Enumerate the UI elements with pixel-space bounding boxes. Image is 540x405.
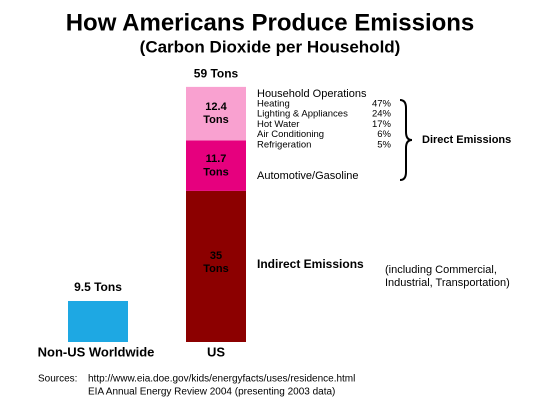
bar-segment (186, 86, 246, 141)
total-label: 59 Tons (194, 66, 239, 80)
breakdown-item: Air Conditioning (257, 129, 324, 140)
note: Industrial, Transportation) (385, 277, 510, 289)
source: http://www.eia.doe.gov/kids/energyfacts/… (88, 374, 355, 385)
bracket (399, 99, 413, 181)
breakdown-item: Heating (257, 99, 290, 110)
breakdown-value: 6% (377, 129, 391, 140)
x-tick-label: US (207, 344, 225, 359)
value-label: 12.4 Tons (203, 101, 228, 126)
breakdown-value: 47% (372, 99, 392, 110)
x-tick-label: Non-US Worldwide (38, 344, 155, 359)
source: EIA Annual Energy Review 2004 (presentin… (88, 387, 335, 398)
value-label: 11.7 Tons (203, 153, 228, 178)
chart-subtitle: (Carbon Dioxide per Household) (140, 37, 401, 56)
note: (including Commercial, (385, 264, 497, 276)
breakdown-item: Refrigeration (257, 139, 311, 150)
sources-label: Sources: (38, 374, 77, 385)
breakdown-value: 5% (377, 139, 391, 150)
bar-segment (186, 190, 246, 342)
breakdown-value: 24% (372, 109, 392, 120)
bar-segment (186, 140, 246, 191)
total-label: 9.5 Tons (74, 280, 122, 294)
bar-segment (68, 300, 128, 342)
segment-label: Household Operations (257, 88, 367, 100)
breakdown-item: Hot Water (257, 119, 299, 130)
breakdown-item: Lighting & Appliances (257, 109, 348, 120)
breakdown-value: 17% (372, 119, 392, 130)
value-label: 35 Tons (203, 250, 228, 275)
segment-label: Automotive/Gasoline (257, 170, 359, 182)
segment-label: Indirect Emissions (257, 257, 364, 271)
bracket-label: Direct Emissions (422, 134, 511, 146)
chart-title: How Americans Produce Emissions (66, 9, 475, 36)
